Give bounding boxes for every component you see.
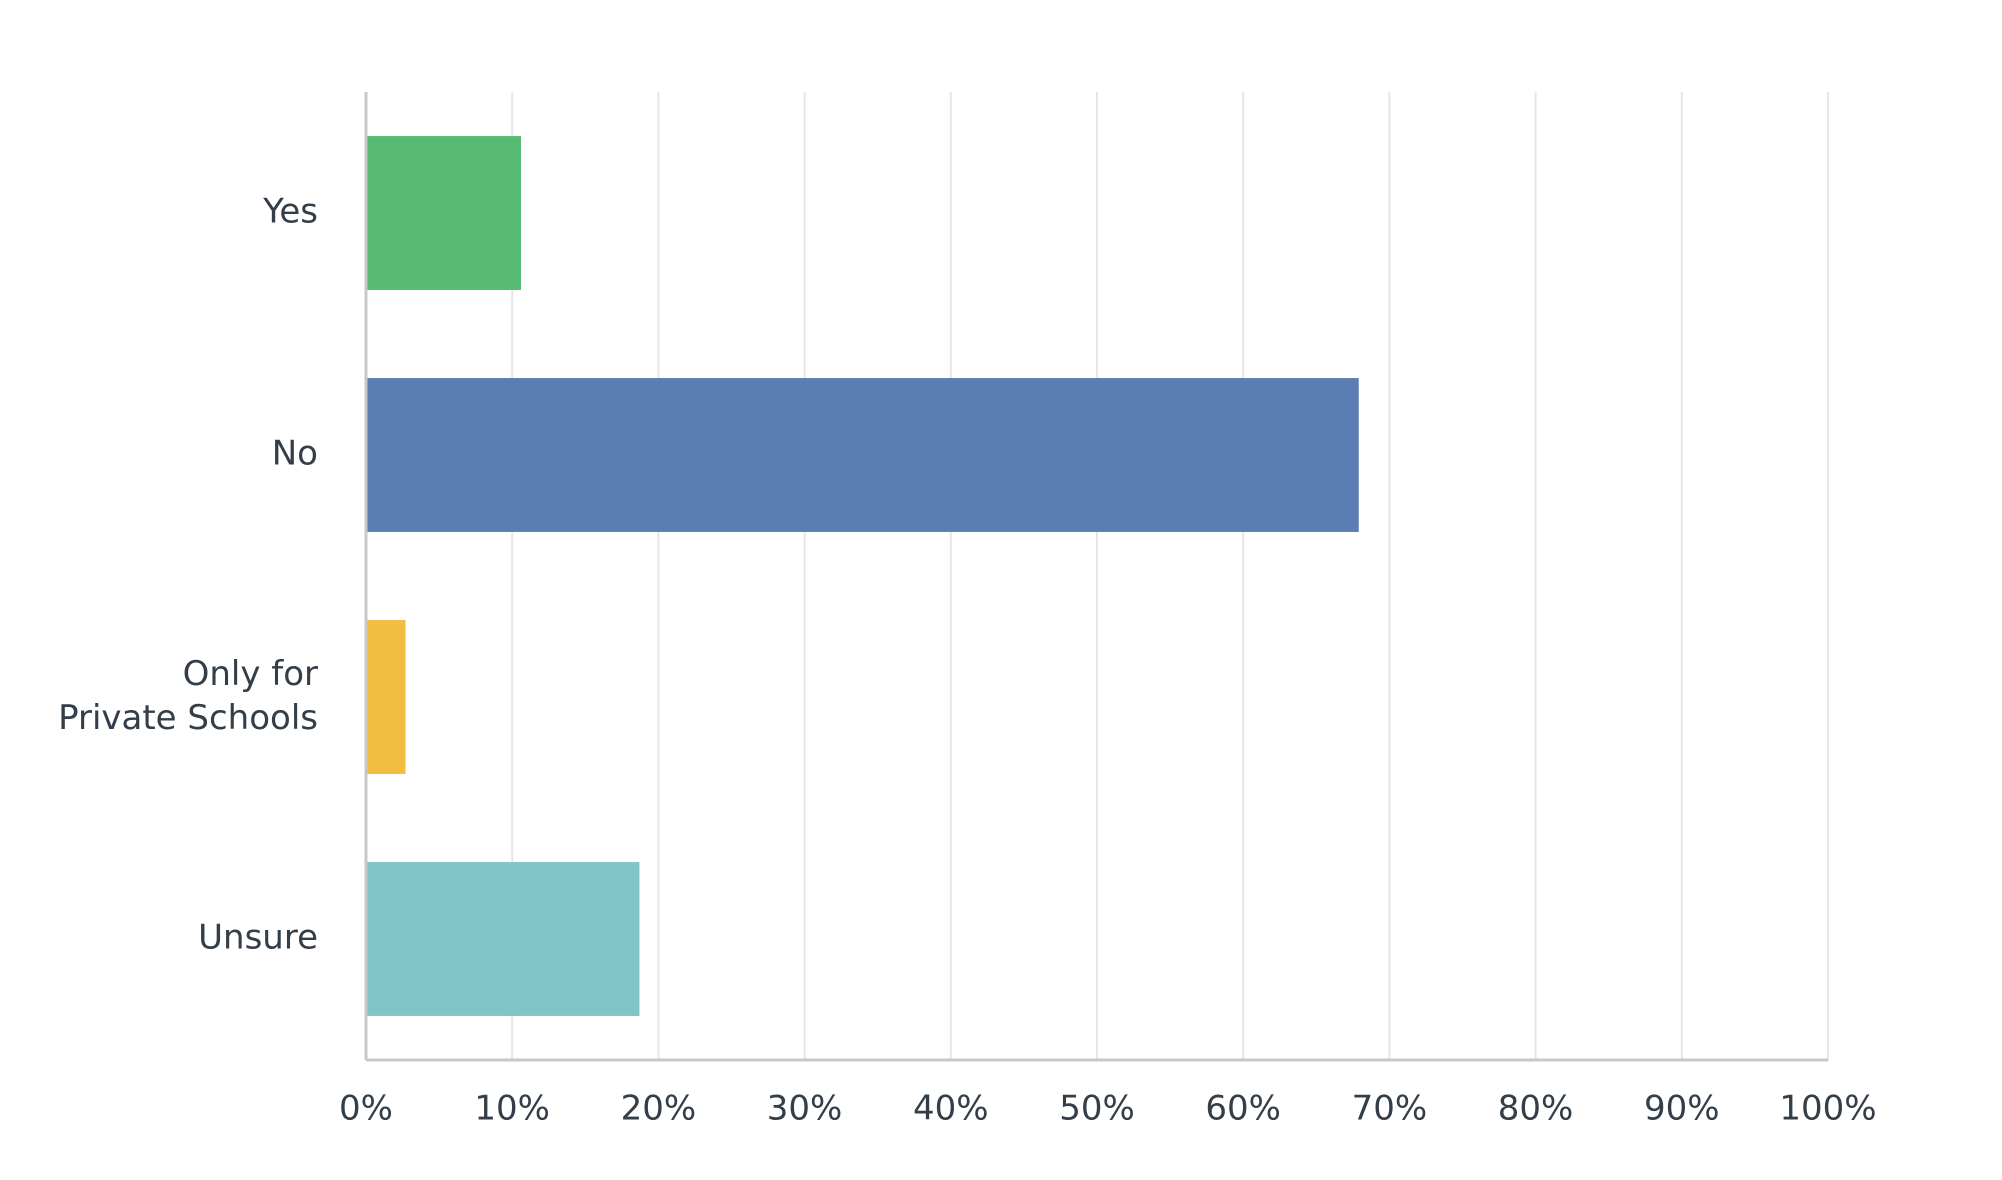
x-tick-label: 100%	[1779, 1089, 1876, 1129]
x-tick-label: 60%	[1205, 1089, 1281, 1129]
x-tick-label: 50%	[1059, 1089, 1135, 1129]
x-tick-label: 40%	[913, 1089, 989, 1129]
y-tick-label: Unsure	[198, 918, 318, 958]
bar	[367, 136, 522, 290]
x-tick-label: 80%	[1498, 1089, 1574, 1129]
x-tick-label: 30%	[767, 1089, 843, 1129]
x-tick-label: 0%	[339, 1089, 393, 1129]
bar	[367, 620, 406, 774]
y-tick-label: Yes	[262, 192, 318, 232]
x-tick-label: 20%	[621, 1089, 697, 1129]
bar	[367, 862, 640, 1016]
x-tick-label: 90%	[1644, 1089, 1720, 1129]
y-tick-label: Only for Private Schools	[58, 654, 318, 738]
x-tick-label: 70%	[1352, 1089, 1428, 1129]
bar	[367, 378, 1359, 532]
x-tick-label: 10%	[474, 1089, 550, 1129]
y-tick-label: No	[272, 434, 318, 474]
